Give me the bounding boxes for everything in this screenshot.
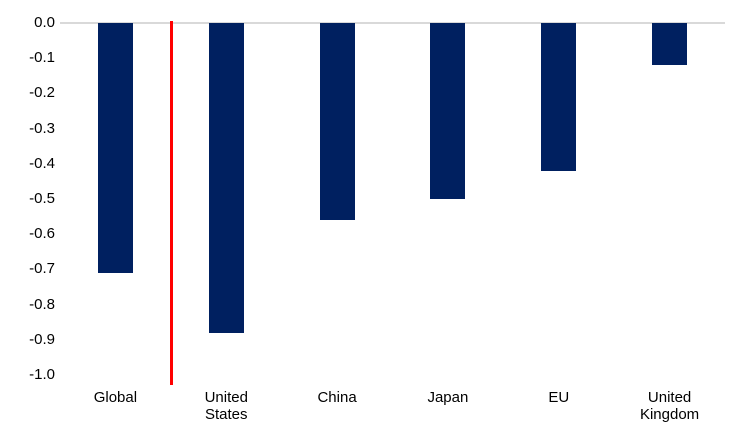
x-axis-label-united-kingdom: United Kingdom [639, 389, 700, 423]
x-axis-label-japan: Japan [427, 389, 469, 406]
y-axis-tick-label: -0.6 [29, 225, 55, 243]
y-axis-tick-label: 0.0 [34, 14, 55, 31]
x-axis-label-united-states: United States [204, 389, 248, 423]
x-axis-label-global: Global [93, 389, 138, 406]
x-axis-label-china: China [317, 389, 357, 406]
y-axis-tick-label: -0.5 [29, 190, 55, 207]
y-axis-tick-label: -0.2 [29, 84, 55, 102]
x-axis-label-eu: EU [548, 389, 570, 406]
y-axis-tick-label: -0.7 [29, 260, 55, 278]
y-axis-tick-label: -0.9 [29, 330, 55, 348]
zero-axis-line [60, 22, 725, 24]
y-axis-tick-label: -0.3 [29, 119, 55, 137]
divider-line [170, 21, 173, 385]
y-axis-tick-label: -0.8 [29, 295, 55, 313]
y-axis-tick-label: -0.4 [29, 154, 55, 172]
bar-japan [430, 23, 466, 199]
bar-united-states [208, 23, 244, 333]
bar-eu [541, 23, 577, 171]
bar-united-kingdom [652, 23, 688, 66]
bar-global [97, 23, 133, 273]
bar-china [319, 23, 355, 221]
y-axis-tick-label: -0.1 [29, 49, 55, 67]
y-axis-tick-label: -1.0 [29, 366, 55, 383]
